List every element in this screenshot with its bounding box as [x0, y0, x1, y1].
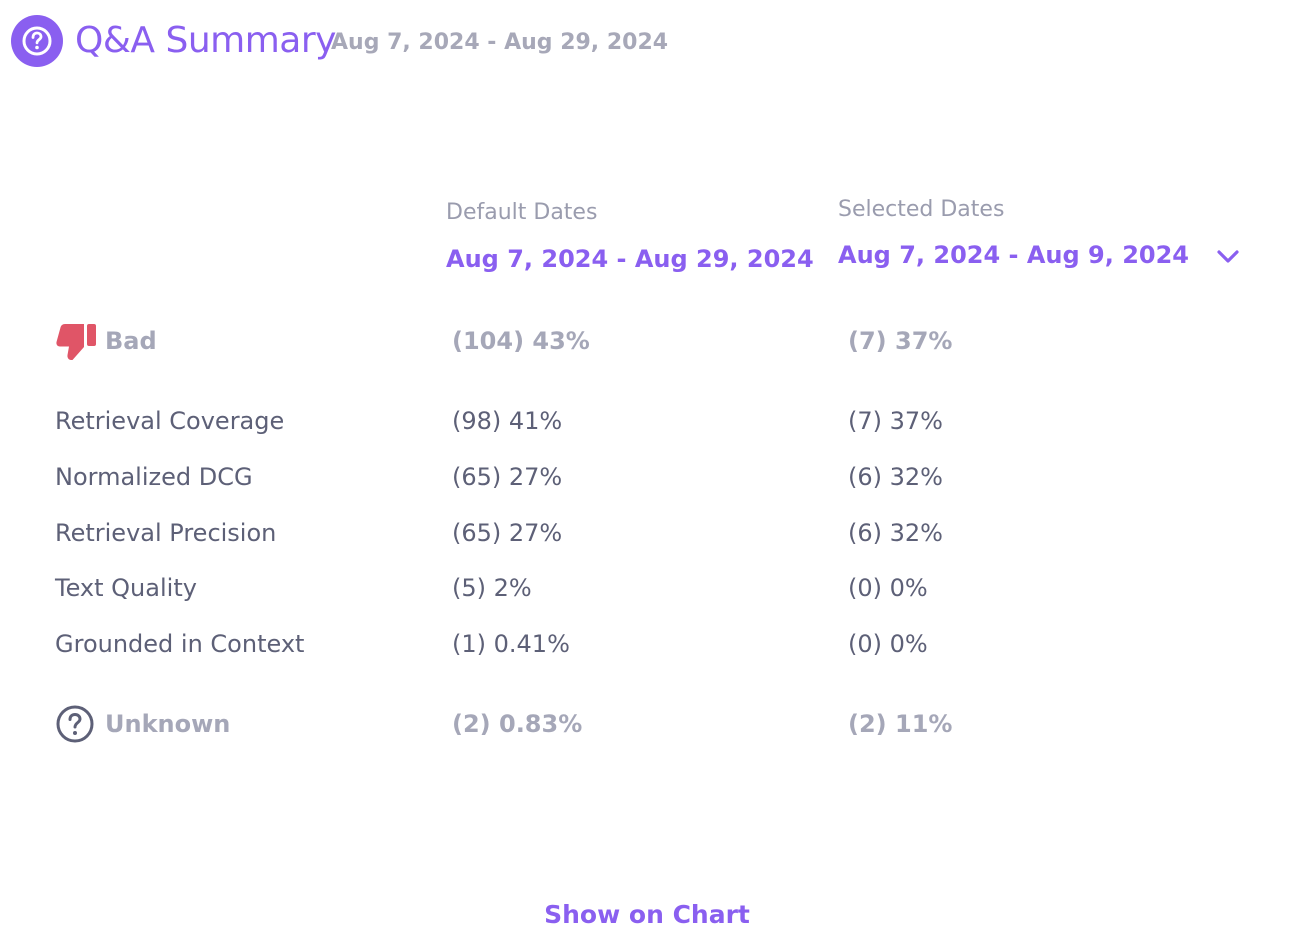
- selected-dates-dropdown[interactable]: Aug 7, 2024 - Aug 9, 2024: [838, 241, 1189, 269]
- unknown-default-value: (2) 0.83%: [452, 710, 583, 738]
- question-circle-icon: [55, 704, 95, 744]
- bad-default-value: (104) 43%: [452, 327, 590, 355]
- metric-label-retrieval-precision: Retrieval Precision: [55, 519, 277, 547]
- unknown-selected-value: (2) 11%: [848, 710, 953, 738]
- default-dates-range: Aug 7, 2024 - Aug 29, 2024: [446, 245, 814, 273]
- thumbs-down-icon: [55, 322, 97, 362]
- bad-label: Bad: [105, 327, 157, 355]
- bad-selected-value: (7) 37%: [848, 327, 953, 355]
- chevron-down-icon[interactable]: [1214, 244, 1242, 268]
- metric-default-value: (98) 41%: [452, 407, 563, 435]
- metric-selected-value: (6) 32%: [848, 463, 943, 491]
- metric-label-normalized-dcg: Normalized DCG: [55, 463, 253, 491]
- metric-label-retrieval-coverage: Retrieval Coverage: [55, 407, 285, 435]
- metric-default-value: (1) 0.41%: [452, 630, 570, 658]
- metric-label-grounded-in-context: Grounded in Context: [55, 630, 305, 658]
- qa-summary-icon: [11, 15, 63, 67]
- header-date-range: Aug 7, 2024 - Aug 29, 2024: [331, 30, 669, 55]
- unknown-label: Unknown: [105, 710, 231, 738]
- metric-label-text-quality: Text Quality: [55, 574, 197, 602]
- default-dates-caption: Default Dates: [446, 200, 598, 225]
- metric-default-value: (65) 27%: [452, 519, 563, 547]
- page-title: Q&A Summary: [75, 20, 336, 61]
- metric-selected-value: (0) 0%: [848, 630, 928, 658]
- show-on-chart-link[interactable]: Show on Chart: [544, 900, 750, 929]
- selected-dates-caption: Selected Dates: [838, 197, 1005, 222]
- metric-selected-value: (7) 37%: [848, 407, 943, 435]
- metric-default-value: (5) 2%: [452, 574, 532, 602]
- metric-selected-value: (6) 32%: [848, 519, 943, 547]
- metric-selected-value: (0) 0%: [848, 574, 928, 602]
- metric-default-value: (65) 27%: [452, 463, 563, 491]
